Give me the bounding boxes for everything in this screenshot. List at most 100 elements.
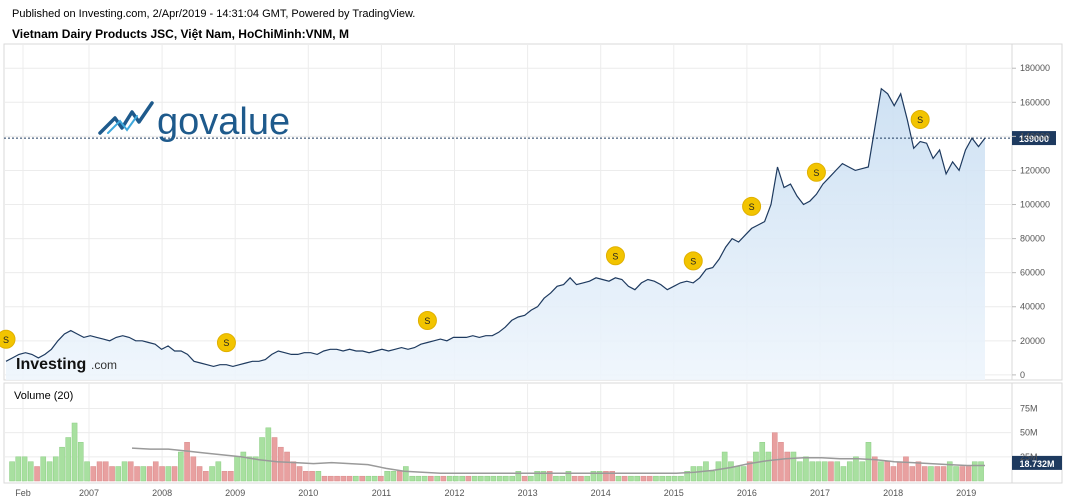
volume-bar <box>553 475 559 482</box>
volume-bar <box>359 475 365 482</box>
volume-bar <box>203 471 209 482</box>
x-tick-label: 2019 <box>956 488 976 498</box>
volume-bar <box>928 466 934 482</box>
volume-bar <box>334 475 340 482</box>
volume-bar <box>628 475 634 482</box>
volume-bar <box>115 466 122 482</box>
volume-bar <box>790 451 797 482</box>
x-tick-label: 2017 <box>810 488 830 498</box>
volume-bar <box>471 475 478 482</box>
dividend-marker[interactable] <box>910 109 930 129</box>
dividend-marker[interactable] <box>216 333 236 353</box>
volume-bar <box>490 475 497 482</box>
volume-bar <box>209 466 215 482</box>
vol-y-tick-label: 25M <box>1020 452 1038 462</box>
y-tick-label: 40000 <box>1020 302 1045 312</box>
volume-bar <box>734 466 740 482</box>
volume-bar <box>515 471 522 482</box>
volume-bar <box>127 461 134 482</box>
volume-bar <box>953 466 959 482</box>
volume-bar <box>909 466 916 482</box>
volume-bar <box>959 466 966 482</box>
volume-bar <box>221 471 228 482</box>
last-volume-label: 18.732M <box>1019 459 1054 469</box>
dividend-marker[interactable] <box>742 196 762 216</box>
dividend-marker[interactable] <box>806 162 826 182</box>
dividend-marker[interactable] <box>0 329 16 349</box>
volume-bar <box>134 466 140 482</box>
dividend-marker[interactable] <box>417 311 437 331</box>
volume-bar <box>871 456 878 482</box>
volume-bar <box>171 466 178 482</box>
volume-bar <box>271 437 278 482</box>
volume-bar <box>565 471 572 482</box>
volume-bar <box>640 475 647 482</box>
volume-bar <box>109 466 115 482</box>
volume-bar <box>59 446 65 482</box>
volume-bar <box>896 461 903 482</box>
volume-bar <box>484 475 490 482</box>
volume-bar <box>353 475 359 482</box>
volume-bar <box>609 471 615 482</box>
volume-bar <box>821 461 828 482</box>
volume-bar <box>146 466 153 482</box>
volume-bar <box>659 475 665 482</box>
volume-bar <box>378 475 384 482</box>
volume-bar <box>615 475 622 482</box>
volume-bar <box>684 471 690 482</box>
volume-bar <box>315 471 322 482</box>
volume-bar <box>253 456 259 482</box>
volume-bar <box>546 471 553 482</box>
volume-bar <box>696 466 703 482</box>
volume-bar <box>765 451 772 482</box>
dividend-marker-label: S <box>813 168 819 178</box>
investing-logo-main: Investing <box>16 356 86 373</box>
volume-bar <box>584 475 590 482</box>
dividend-marker[interactable] <box>605 246 625 266</box>
dividend-marker[interactable] <box>683 251 703 271</box>
volume-bar <box>440 475 447 482</box>
x-tick-label: Feb <box>15 488 31 498</box>
volume-bar <box>709 471 715 482</box>
govalue-logo: govalue <box>98 101 290 143</box>
y-tick-label: 80000 <box>1020 234 1045 244</box>
y-tick-label: 20000 <box>1020 336 1045 346</box>
volume-bar <box>434 475 440 482</box>
x-tick-label: 2013 <box>518 488 538 498</box>
volume-bar <box>965 466 972 482</box>
last-price-badge <box>1012 131 1056 146</box>
volume-bar <box>796 461 803 482</box>
volume-bar <box>521 475 528 482</box>
volume-bar <box>634 475 640 482</box>
volume-bar <box>721 451 728 482</box>
volume-bar <box>459 475 465 482</box>
volume-bar <box>746 461 753 482</box>
volume-panel-label: Volume (20) <box>14 390 73 402</box>
volume-bar <box>9 461 15 482</box>
volume-bar <box>365 475 372 482</box>
volume-bar <box>77 442 84 482</box>
x-tick-label: 2009 <box>225 488 245 498</box>
volume-bar <box>284 451 290 482</box>
govalue-trend-icon <box>98 101 154 135</box>
volume-bar <box>678 475 684 482</box>
dividend-marker-label: S <box>749 202 755 212</box>
volume-bar <box>465 475 472 482</box>
x-tick-label: 2012 <box>444 488 464 498</box>
volume-bar <box>65 437 72 482</box>
x-tick-label: 2016 <box>737 488 757 498</box>
volume-bar <box>321 475 328 482</box>
volume-bar <box>834 461 841 482</box>
volume-bar <box>390 471 397 482</box>
volume-bar <box>46 461 53 482</box>
volume-bar <box>371 475 378 482</box>
dividend-marker-label: S <box>223 338 229 348</box>
volume-bar <box>715 461 722 482</box>
volume-bar <box>102 461 109 482</box>
y-tick-label: 100000 <box>1020 200 1050 210</box>
dividend-marker-label: S <box>690 256 696 266</box>
volume-bar <box>228 471 234 482</box>
volume-bar <box>140 466 147 482</box>
volume-bar <box>571 475 578 482</box>
y-tick-label: 60000 <box>1020 268 1045 278</box>
